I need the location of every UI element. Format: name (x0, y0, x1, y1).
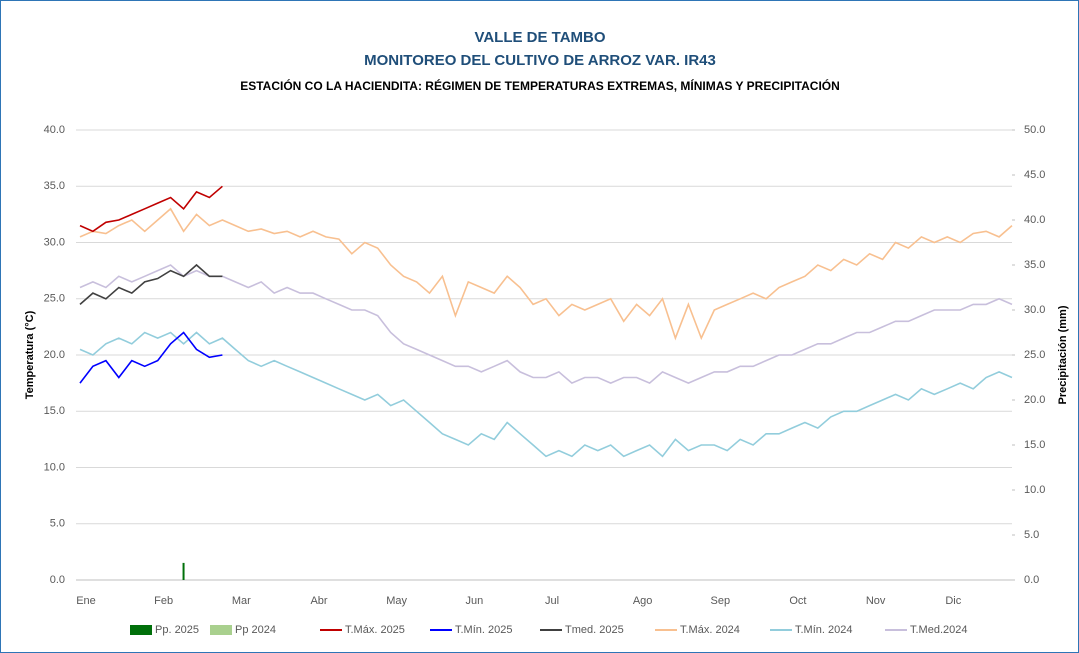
chart-title: VALLE DE TAMBO (474, 29, 605, 46)
line (79, 263, 223, 306)
y-tick-label: 25.0 (44, 293, 65, 305)
line (79, 207, 1013, 341)
x-tick-label: Nov (866, 595, 886, 607)
y2-tick-label: 45.0 (1024, 169, 1045, 181)
y-tick-label: 30.0 (44, 236, 65, 248)
y-tick-label: 40.0 (44, 124, 65, 136)
legend-label: T.Mín. 2024 (795, 624, 852, 636)
legend-swatch (210, 625, 232, 635)
legend-label: T.Máx. 2024 (680, 624, 740, 636)
y-tick-label: 15.0 (44, 405, 65, 417)
x-tick-label: Feb (154, 595, 173, 607)
legend-label: T.Med.2024 (910, 624, 967, 636)
line (79, 264, 1013, 385)
x-tick-label: Sep (710, 595, 730, 607)
line (79, 185, 223, 233)
line (79, 331, 1013, 458)
legend-swatch (130, 625, 152, 635)
y2-tick-label: 40.0 (1024, 214, 1045, 226)
y2-tick-label: 10.0 (1024, 484, 1045, 496)
legend-label: T.Máx. 2025 (345, 624, 405, 636)
legend-label: Tmed. 2025 (565, 624, 624, 636)
line (79, 331, 223, 384)
y-tick-label: 5.0 (50, 518, 65, 530)
x-tick-label: Ago (633, 595, 653, 607)
x-tick-label: Jun (465, 595, 483, 607)
x-tick-label: Jul (545, 595, 559, 607)
y-tick-label: 10.0 (44, 461, 65, 473)
y2-tick-label: 30.0 (1024, 304, 1045, 316)
x-tick-label: Oct (789, 595, 806, 607)
x-tick-label: May (386, 595, 407, 607)
legend-label: Pp 2024 (235, 624, 276, 636)
y2-axis-title: Precipitación (mm) (1057, 305, 1069, 404)
chart-subtitle: MONITOREO DEL CULTIVO DE ARROZ VAR. IR43 (364, 52, 716, 69)
y2-tick-label: 0.0 (1024, 574, 1039, 586)
y-tick-label: 35.0 (44, 180, 65, 192)
y2-tick-label: 20.0 (1024, 394, 1045, 406)
y2-tick-label: 25.0 (1024, 349, 1045, 361)
chart-subtitle-2: ESTACIÓN CO LA HACIENDITA: RÉGIMEN DE TE… (240, 78, 840, 93)
y-tick-label: 0.0 (50, 574, 65, 586)
legend-label: Pp. 2025 (155, 624, 199, 636)
y2-tick-label: 35.0 (1024, 259, 1045, 271)
x-tick-label: Abr (310, 595, 327, 607)
bar (182, 562, 185, 580)
y2-tick-label: 50.0 (1024, 124, 1045, 136)
y2-tick-label: 15.0 (1024, 439, 1045, 451)
y2-tick-label: 5.0 (1024, 529, 1039, 541)
y-tick-label: 20.0 (44, 349, 65, 361)
y-axis-title: Temperatura (°C) (24, 310, 36, 399)
x-tick-label: Ene (76, 595, 96, 607)
legend-label: T.Mín. 2025 (455, 624, 512, 636)
x-tick-label: Mar (232, 595, 251, 607)
x-tick-label: Dic (945, 595, 961, 607)
